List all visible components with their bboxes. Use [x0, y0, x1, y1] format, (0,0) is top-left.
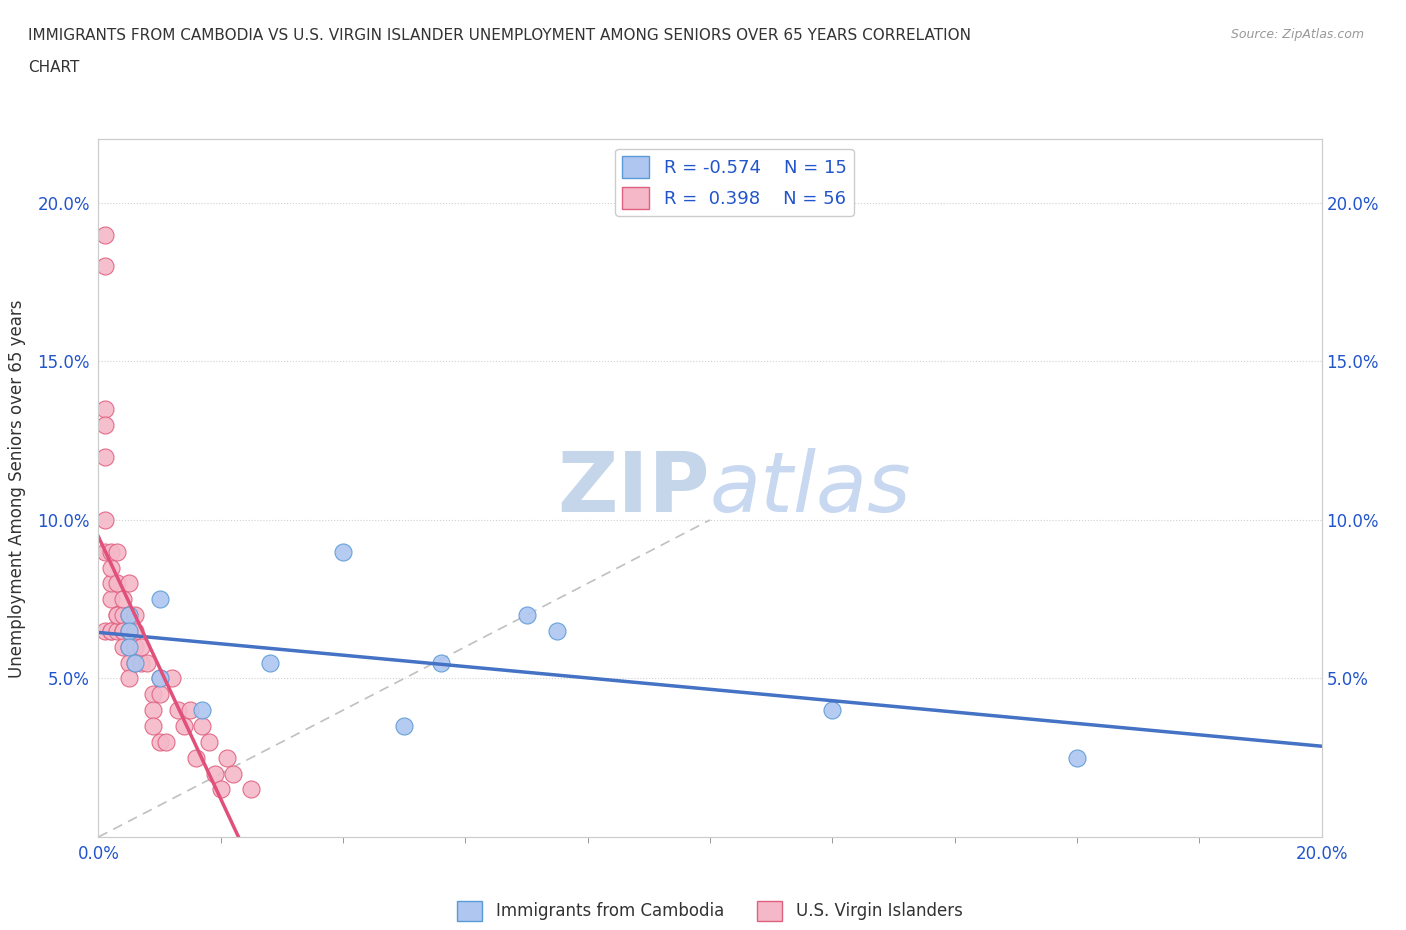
- Point: [160, 671, 183, 686]
- Point: [332, 544, 354, 559]
- Point: [149, 687, 172, 702]
- Point: [93, 227, 115, 242]
- Point: [167, 703, 190, 718]
- Point: [118, 671, 141, 686]
- Legend: Immigrants from Cambodia, U.S. Virgin Islanders: Immigrants from Cambodia, U.S. Virgin Is…: [451, 894, 969, 928]
- Text: CHART: CHART: [28, 60, 80, 75]
- Point: [191, 703, 214, 718]
- Point: [191, 719, 214, 734]
- Point: [197, 735, 219, 750]
- Point: [105, 623, 128, 638]
- Point: [240, 782, 263, 797]
- Point: [124, 655, 146, 670]
- Point: [129, 655, 152, 670]
- Point: [118, 639, 141, 654]
- Point: [105, 607, 128, 622]
- Point: [118, 623, 141, 638]
- Point: [173, 719, 195, 734]
- Point: [155, 735, 177, 750]
- Point: [129, 639, 152, 654]
- Point: [1066, 751, 1088, 765]
- Point: [142, 719, 165, 734]
- Point: [118, 607, 141, 622]
- Point: [93, 544, 115, 559]
- Point: [179, 703, 201, 718]
- Point: [100, 576, 122, 591]
- Point: [93, 449, 115, 464]
- Point: [105, 576, 128, 591]
- Point: [93, 402, 115, 417]
- Point: [209, 782, 232, 797]
- Point: [100, 623, 122, 638]
- Point: [105, 607, 128, 622]
- Text: ZIP: ZIP: [558, 447, 710, 529]
- Point: [142, 703, 165, 718]
- Point: [111, 591, 134, 606]
- Point: [392, 719, 416, 734]
- Point: [93, 418, 115, 432]
- Point: [100, 560, 122, 575]
- Point: [100, 623, 122, 638]
- Point: [93, 623, 115, 638]
- Point: [124, 623, 146, 638]
- Point: [100, 591, 122, 606]
- Point: [93, 512, 115, 527]
- Point: [204, 766, 226, 781]
- Point: [215, 751, 238, 765]
- Text: IMMIGRANTS FROM CAMBODIA VS U.S. VIRGIN ISLANDER UNEMPLOYMENT AMONG SENIORS OVER: IMMIGRANTS FROM CAMBODIA VS U.S. VIRGIN …: [28, 28, 972, 43]
- Point: [124, 655, 146, 670]
- Point: [149, 671, 172, 686]
- Text: atlas: atlas: [710, 447, 911, 529]
- Point: [516, 607, 538, 622]
- Point: [124, 639, 146, 654]
- Point: [105, 544, 128, 559]
- Point: [222, 766, 245, 781]
- Point: [100, 544, 122, 559]
- Point: [149, 735, 172, 750]
- Point: [118, 623, 141, 638]
- Point: [118, 639, 141, 654]
- Point: [259, 655, 281, 670]
- Point: [186, 751, 208, 765]
- Point: [118, 655, 141, 670]
- Point: [93, 259, 115, 273]
- Point: [136, 655, 159, 670]
- Point: [118, 607, 141, 622]
- Text: Source: ZipAtlas.com: Source: ZipAtlas.com: [1230, 28, 1364, 41]
- Point: [111, 607, 134, 622]
- Y-axis label: Unemployment Among Seniors over 65 years: Unemployment Among Seniors over 65 years: [8, 299, 27, 677]
- Point: [124, 607, 146, 622]
- Point: [142, 687, 165, 702]
- Point: [430, 655, 453, 670]
- Point: [546, 623, 568, 638]
- Point: [149, 671, 172, 686]
- Point: [118, 576, 141, 591]
- Point: [111, 639, 134, 654]
- Point: [111, 623, 134, 638]
- Point: [111, 623, 134, 638]
- Point: [149, 591, 172, 606]
- Point: [821, 703, 844, 718]
